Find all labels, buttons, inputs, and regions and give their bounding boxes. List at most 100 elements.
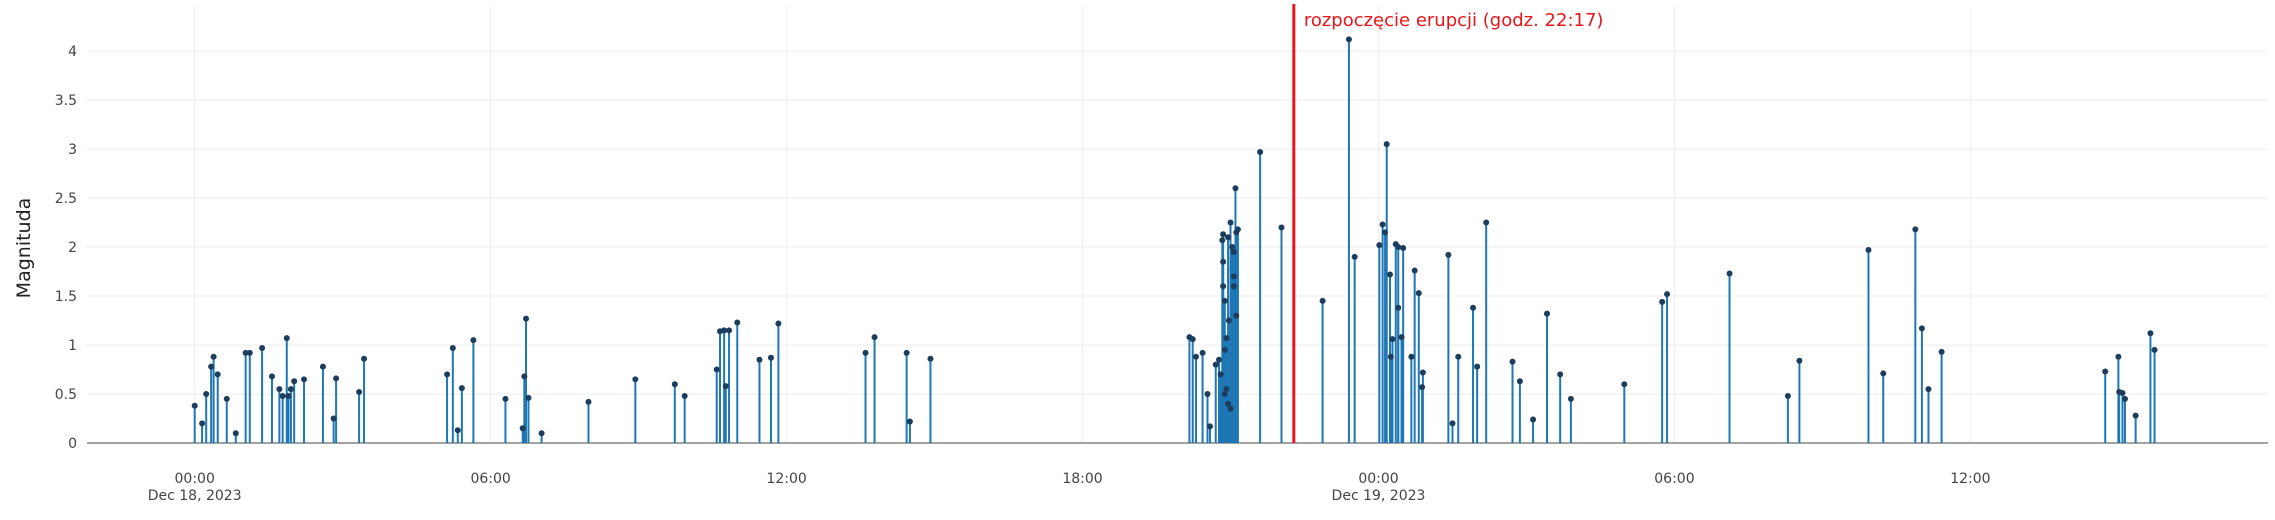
stem-marker — [1474, 363, 1481, 370]
stem-marker — [1351, 253, 1358, 260]
stem-marker — [1379, 221, 1386, 228]
stem-marker — [734, 319, 741, 326]
stem-marker — [214, 371, 221, 378]
stem-marker — [191, 402, 198, 409]
stem-marker — [1796, 357, 1803, 364]
stem-marker — [208, 363, 215, 370]
stem-marker — [1389, 336, 1396, 343]
stem-marker — [246, 349, 253, 356]
stem-marker — [1383, 141, 1390, 148]
stem-marker — [1217, 371, 1224, 378]
stem-marker — [722, 383, 729, 390]
stem-marker — [1449, 420, 1456, 427]
stem-marker — [1516, 378, 1523, 385]
y-tick-label: 3 — [68, 142, 77, 158]
x-tick-label: 00:00 Dec 18, 2023 — [148, 471, 242, 504]
stem-marker — [1398, 334, 1405, 341]
stem-marker — [2147, 330, 2154, 337]
x-tick-label: 12:00 — [766, 471, 806, 487]
stem-marker — [1230, 283, 1237, 290]
stem-marker — [1221, 391, 1228, 398]
stem-marker — [713, 366, 720, 373]
stem-marker — [1199, 349, 1206, 356]
stem-marker — [1918, 325, 1925, 332]
y-tick-label: 1.5 — [55, 289, 77, 305]
stem-marker — [242, 349, 249, 356]
y-tick-label: 0.5 — [55, 387, 77, 403]
stem-marker — [1230, 273, 1237, 280]
stem-marker — [319, 363, 326, 370]
stem-marker — [268, 373, 275, 380]
x-tick-label: 18:00 — [1062, 471, 1102, 487]
y-tick-label: 2 — [68, 240, 77, 256]
stem-marker — [1415, 290, 1422, 297]
stem-marker — [1387, 353, 1394, 360]
stem-marker — [1419, 369, 1426, 376]
stem-marker — [1544, 310, 1551, 317]
stem-marker — [1376, 242, 1383, 249]
stem-marker — [585, 398, 592, 405]
x-tick-label: 06:00 — [470, 471, 510, 487]
stem-marker — [1483, 219, 1490, 226]
stem-marker — [538, 430, 545, 437]
stem-marker — [2102, 368, 2109, 375]
stem-marker — [1726, 270, 1733, 277]
stem-marker — [301, 376, 308, 383]
stem-marker — [1220, 231, 1227, 238]
stem-marker — [1455, 353, 1462, 360]
stem-marker — [1319, 297, 1326, 304]
y-axis-title: Magnituda — [13, 198, 35, 299]
stem-marker — [1925, 386, 1932, 393]
stem-marker — [1445, 251, 1452, 258]
stem-marker — [1220, 283, 1227, 290]
stem-marker — [2121, 395, 2128, 402]
stem-marker — [502, 395, 509, 402]
stem-marker — [1223, 386, 1230, 393]
stem-marker — [1567, 395, 1574, 402]
stem-marker — [1204, 391, 1211, 398]
stem-marker — [291, 378, 298, 385]
stem-marker — [775, 320, 782, 327]
stem-marker — [1382, 229, 1389, 236]
stem-marker — [726, 327, 733, 334]
stem-marker — [2119, 390, 2126, 397]
stem-marker — [522, 315, 529, 322]
stem-marker — [1557, 371, 1564, 378]
stem-marker — [1345, 36, 1352, 43]
stem-marker — [525, 394, 532, 401]
y-tick-label: 1 — [68, 338, 77, 354]
y-tick-label: 2.5 — [55, 191, 77, 207]
stem-marker — [2115, 353, 2122, 360]
stem-marker — [330, 415, 337, 422]
stem-marker — [232, 430, 239, 437]
stem-marker — [1212, 361, 1219, 368]
stem-marker — [1206, 423, 1213, 430]
stem-marker — [1230, 248, 1237, 255]
stem-marker — [1234, 226, 1241, 233]
stem-marker — [519, 425, 526, 432]
stem-marker — [1784, 392, 1791, 399]
x-tick-label: 06:00 — [1654, 471, 1694, 487]
stem-marker — [1232, 185, 1239, 192]
stem-marker — [279, 392, 286, 399]
stem-marker — [1223, 335, 1230, 342]
stem-marker — [1387, 271, 1394, 278]
stem-marker — [1408, 353, 1415, 360]
stem-marker — [1225, 400, 1232, 407]
stem-marker — [1659, 298, 1666, 305]
stem-marker — [871, 334, 878, 341]
stem-marker — [458, 385, 465, 392]
stem-marker — [1221, 297, 1228, 304]
stem-marker — [210, 353, 217, 360]
stem-marker — [1912, 226, 1919, 233]
stem-marker — [361, 355, 368, 362]
stem-marker — [333, 375, 340, 382]
stem-marker — [223, 395, 230, 402]
stem-marker — [1395, 304, 1402, 311]
y-tick-label: 0 — [68, 436, 77, 452]
y-tick-label: 3.5 — [55, 93, 77, 109]
stem-marker — [1865, 246, 1872, 253]
x-tick-label: 12:00 — [1950, 471, 1990, 487]
annotation-text: rozpoczęcie erupcji (godz. 22:17) — [1304, 10, 1604, 31]
